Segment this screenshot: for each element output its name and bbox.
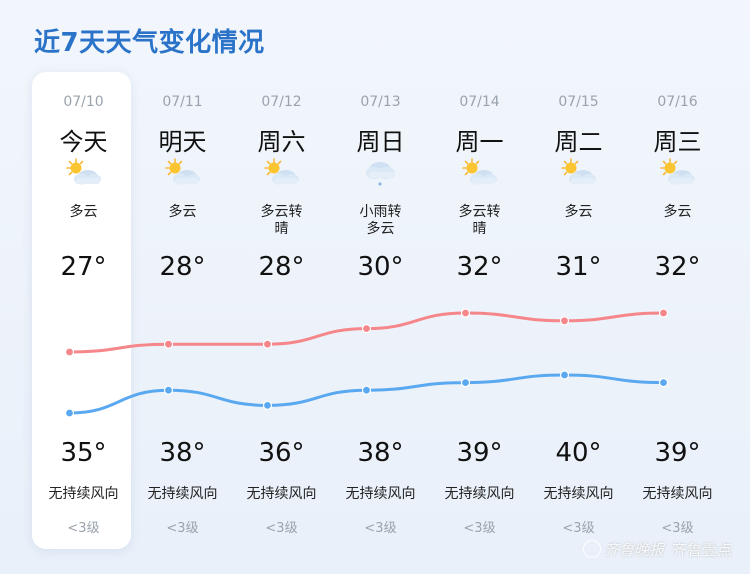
condition-text: 多云 — [366, 221, 395, 237]
day-date: 07/10 — [63, 94, 104, 110]
high-temp: 28° — [258, 252, 305, 282]
condition-text: 多云 — [168, 204, 197, 220]
condition-text: 晴 — [274, 221, 289, 237]
day-name: 周二 — [554, 128, 603, 156]
day-date: 07/11 — [162, 94, 203, 110]
day-date: 07/16 — [657, 94, 698, 110]
high-temp: 30° — [357, 252, 404, 282]
day-condition: 多云 — [529, 204, 628, 221]
light-rain-icon — [361, 157, 401, 189]
low-temp: 38° — [357, 438, 404, 468]
wind-direction: 无持续风向 — [642, 486, 713, 502]
day-name: 周六 — [257, 128, 306, 156]
wind-direction: 无持续风向 — [48, 486, 119, 502]
day-name: 周三 — [653, 128, 702, 156]
watermark-logo-icon — [582, 540, 601, 558]
day-column: 07/11 明天多云 28° 38° 无持续风向 <3级 — [133, 72, 232, 552]
day-date: 07/14 — [459, 94, 500, 110]
day-column: 07/16 周三多云 32° 39° 无持续风向 <3级 — [628, 72, 727, 552]
day-name: 周一 — [455, 128, 504, 156]
wind-direction: 无持续风向 — [444, 486, 515, 502]
partly-cloudy-icon — [460, 157, 500, 189]
wind-level: <3级 — [67, 521, 100, 536]
wind-level: <3级 — [463, 521, 496, 536]
day-name: 周日 — [356, 128, 405, 156]
day-condition: 多云转晴 — [232, 204, 331, 238]
day-date: 07/13 — [360, 94, 401, 110]
watermark-brand: 齐鲁壹点 — [671, 541, 732, 559]
high-temp: 28° — [159, 252, 206, 282]
day-condition: 多云 — [628, 204, 727, 221]
day-column: 07/12 周六多云转晴 28° 36° 无持续风向 <3级 — [232, 72, 331, 552]
high-temp: 27° — [60, 252, 107, 282]
day-date: 07/12 — [261, 94, 302, 110]
wind-level: <3级 — [364, 521, 397, 536]
low-temp: 35° — [60, 438, 107, 468]
day-condition: 多云 — [133, 204, 232, 221]
condition-text: 多云 — [69, 204, 98, 220]
watermark-text: 齐鲁晚报 — [603, 541, 664, 559]
condition-text: 多云 — [564, 204, 593, 220]
low-temp: 39° — [654, 438, 701, 468]
day-column: 07/15 周二多云 31° 40° 无持续风向 <3级 — [529, 72, 628, 552]
high-temp: 32° — [456, 252, 503, 282]
wind-level: <3级 — [661, 521, 694, 536]
low-temp: 39° — [456, 438, 503, 468]
partly-cloudy-icon — [262, 157, 302, 189]
wind-level: <3级 — [562, 521, 595, 536]
condition-text: 晴 — [472, 221, 487, 237]
day-column: 07/13 周日小雨转 多云 30° 38° 无持续风向 <3级 — [331, 72, 430, 552]
day-name: 明天 — [158, 128, 207, 156]
day-name: 今天 — [59, 128, 108, 156]
partly-cloudy-icon — [658, 157, 698, 189]
condition-text: 多云 — [663, 204, 692, 220]
day-condition: 小雨转 多云 — [331, 204, 430, 238]
wind-level: <3级 — [265, 521, 298, 536]
wind-direction: 无持续风向 — [543, 486, 614, 502]
day-condition: 多云 — [34, 204, 133, 221]
wind-direction: 无持续风向 — [246, 486, 317, 502]
day-column: 07/14 周一多云转晴 32° 39° 无持续风向 <3级 — [430, 72, 529, 552]
partly-cloudy-icon — [559, 157, 599, 189]
partly-cloudy-icon — [163, 157, 203, 189]
day-column: 07/10 今天多云 27° 35° 无持续风向 <3级 — [34, 72, 133, 552]
wind-direction: 无持续风向 — [147, 486, 218, 502]
watermark: 齐鲁晚报 齐鲁壹点 — [582, 539, 732, 560]
partly-cloudy-icon — [64, 157, 104, 189]
high-temp: 32° — [654, 252, 701, 282]
wind-level: <3级 — [166, 521, 199, 536]
condition-text: 小雨转 — [359, 204, 402, 220]
low-temp: 40° — [555, 438, 602, 468]
high-temp: 31° — [555, 252, 602, 282]
forecast-list: 07/10 今天多云 27° 35° 无持续风向 <3级 07/11 明天多云 28° 38° 无持… — [34, 72, 744, 552]
low-temp: 38° — [159, 438, 206, 468]
day-date: 07/15 — [558, 94, 599, 110]
condition-text: 多云转 — [260, 204, 303, 220]
low-temp: 36° — [258, 438, 305, 468]
wind-direction: 无持续风向 — [345, 486, 416, 502]
page-title: 近7天天气变化情况 — [34, 28, 265, 58]
today-card — [32, 72, 131, 549]
condition-text: 多云转 — [458, 204, 501, 220]
day-condition: 多云转晴 — [430, 204, 529, 238]
